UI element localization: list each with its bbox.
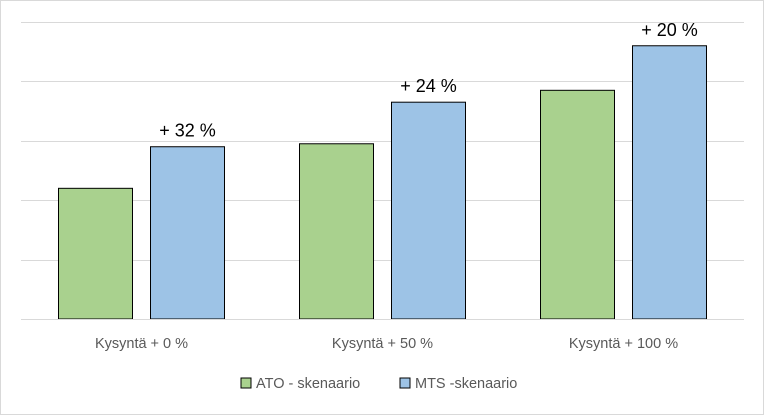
x-tick-label: Kysyntä + 100 % (569, 336, 678, 352)
data-labels: + 32 % + 24 % + 20 % (159, 20, 698, 141)
legend-swatch (399, 377, 411, 389)
bar (632, 45, 707, 320)
data-label: + 24 % (400, 76, 457, 96)
x-tick-label: Kysyntä + 50 % (332, 336, 433, 352)
bar (150, 146, 225, 320)
x-tick-label: Kysyntä + 0 % (95, 336, 188, 352)
bar (58, 187, 133, 320)
data-label: + 32 % (159, 121, 216, 141)
bars (58, 45, 707, 320)
gridlines (21, 22, 744, 261)
bar (299, 143, 374, 320)
legend-swatch (240, 377, 252, 389)
legend: ATO - skenaario MTS -skenaario (240, 376, 517, 392)
data-label: + 20 % (641, 20, 698, 40)
bar (391, 101, 466, 320)
x-axis: Kysyntä + 0 % Kysyntä + 50 % Kysyntä + 100… (21, 319, 744, 352)
legend-label: MTS -skenaario (415, 376, 517, 392)
bar (540, 89, 615, 320)
legend-label: ATO - skenaario (256, 376, 360, 392)
